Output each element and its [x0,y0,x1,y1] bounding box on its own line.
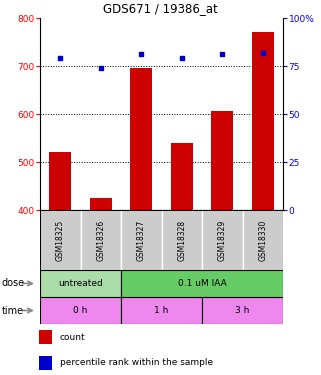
Text: percentile rank within the sample: percentile rank within the sample [60,358,213,367]
Text: 1 h: 1 h [154,306,169,315]
Bar [39,356,52,370]
Bar [39,330,52,344]
Bar [121,297,202,324]
Text: GSM18329: GSM18329 [218,219,227,261]
Bar [242,210,283,270]
Text: 0.1 uM IAA: 0.1 uM IAA [178,279,226,288]
Text: dose: dose [2,279,25,288]
Text: GDS671 / 19386_at: GDS671 / 19386_at [103,3,218,15]
Point [220,51,225,57]
Bar [40,270,121,297]
Point [179,56,184,62]
Bar [121,210,161,270]
Bar [202,297,283,324]
Bar [81,210,121,270]
Bar [121,270,283,297]
Text: 0 h: 0 h [73,306,88,315]
Bar [49,152,71,210]
Point [260,50,265,55]
Bar [171,143,193,210]
Point [98,65,103,71]
Text: 3 h: 3 h [235,306,250,315]
Bar [90,198,112,210]
Text: time: time [2,306,24,315]
Text: GSM18325: GSM18325 [56,219,65,261]
Bar [161,210,202,270]
Bar [202,210,242,270]
Text: untreated: untreated [58,279,103,288]
Bar [40,210,81,270]
Text: GSM18330: GSM18330 [258,219,267,261]
Text: count: count [60,333,85,342]
Point [139,51,144,57]
Bar [252,32,274,210]
Text: GSM18328: GSM18328 [177,219,186,261]
Text: GSM18327: GSM18327 [137,219,146,261]
Bar [130,68,152,210]
Bar [40,297,121,324]
Text: GSM18326: GSM18326 [96,219,105,261]
Bar [211,111,233,210]
Point [58,56,63,62]
